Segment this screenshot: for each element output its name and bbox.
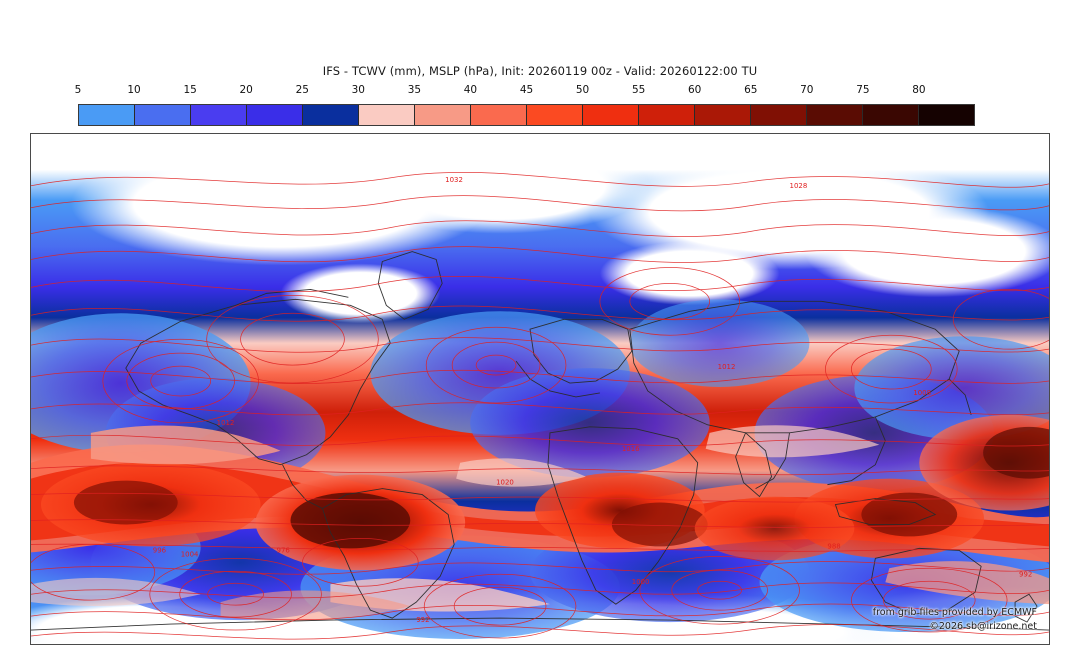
svg-text:992: 992	[1019, 570, 1032, 578]
colorbar-swatch-15-20	[191, 105, 247, 125]
colorbar-swatch-75-80	[863, 105, 919, 125]
colorbar-swatch-45-50	[527, 105, 583, 125]
colorbar-swatch-70-75	[807, 105, 863, 125]
mslp-contours	[31, 171, 1049, 640]
colorbar-tick-15: 15	[183, 84, 197, 96]
svg-text:1032: 1032	[445, 176, 463, 184]
colorbar-tick-labels: 5 10 15 20 25 30 35 40 45 50 55 60 65 70 75 80	[74, 84, 975, 100]
colorbar-tick-10: 10	[127, 84, 141, 96]
svg-text:1004: 1004	[181, 550, 199, 558]
map-frame[interactable]: 1032 1028 1012 1016 1008 1004 996 992 97…	[30, 133, 1050, 645]
colorbar-tick-50: 50	[575, 84, 590, 96]
svg-text:1020: 1020	[496, 479, 514, 487]
colorbar-swatch-20-25	[247, 105, 303, 125]
colorbar-tick-35: 35	[407, 84, 422, 96]
svg-text:992: 992	[416, 616, 429, 624]
colorbar-swatches	[78, 104, 975, 126]
colorbar-tick-30: 30	[351, 84, 365, 96]
svg-text:1012: 1012	[718, 363, 736, 371]
colorbar-swatch-30-35	[359, 105, 415, 125]
moist-cores	[40, 414, 1049, 571]
colorbar-tick-65: 65	[744, 84, 758, 96]
colorbar-swatch-50-55	[583, 105, 639, 125]
mslp-contour-labels: 1032 1028 1012 1016 1008 1004 996 992 97…	[153, 176, 1033, 624]
colorbar-swatch-40-45	[471, 105, 527, 125]
svg-text:1000: 1000	[632, 578, 650, 586]
svg-text:1016: 1016	[622, 445, 640, 453]
colorbar-tick-5: 5	[74, 84, 82, 96]
colorbar: 5 10 15 20 25 30 35 40 45 50 55 60 65 70 75 80	[74, 84, 975, 126]
page-title: IFS - TCWV (mm), MSLP (hPa), Init: 20260…	[322, 64, 758, 78]
svg-text:976: 976	[277, 546, 290, 554]
colorbar-swatch-60-65	[695, 105, 751, 125]
colorbar-tick-60: 60	[688, 84, 702, 96]
colorbar-swatch->80	[919, 105, 974, 125]
svg-text:996: 996	[153, 546, 166, 554]
colorbar-tick-70: 70	[800, 84, 814, 96]
data-source-credit: from grib files provided by ECMWF	[872, 607, 1037, 618]
colorbar-tick-75: 75	[856, 84, 870, 96]
colorbar-tick-45: 45	[519, 84, 534, 96]
svg-text:1008: 1008	[913, 389, 931, 397]
svg-text:1028: 1028	[790, 182, 808, 190]
colorbar-swatch-35-40	[415, 105, 471, 125]
svg-text:1012: 1012	[217, 419, 235, 427]
colorbar-swatch-10-15	[135, 105, 191, 125]
map-canvas: 1032 1028 1012 1016 1008 1004 996 992 97…	[31, 134, 1049, 644]
colorbar-tick-55: 55	[631, 84, 646, 96]
colorbar-swatch-5-10	[79, 105, 135, 125]
colorbar-tick-80: 80	[912, 84, 926, 96]
colorbar-tick-40: 40	[463, 84, 478, 96]
colorbar-swatch-55-60	[639, 105, 695, 125]
svg-text:988: 988	[827, 542, 840, 550]
colorbar-swatch-65-70	[751, 105, 807, 125]
colorbar-tick-20: 20	[239, 84, 253, 96]
map-svg: 1032 1028 1012 1016 1008 1004 996 992 97…	[31, 134, 1049, 644]
colorbar-tick-25: 25	[295, 84, 309, 96]
copyright-credit: ©2026 sb@irizone.net	[929, 621, 1037, 632]
colorbar-swatch-25-30	[303, 105, 359, 125]
